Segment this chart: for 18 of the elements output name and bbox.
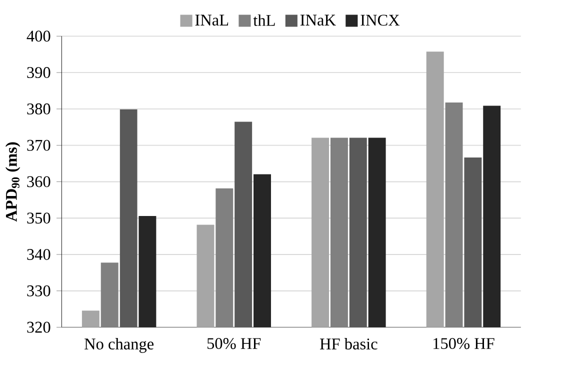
x-tick-label: 150% HF	[434, 338, 494, 350]
x-tick-label: 50% HF	[207, 338, 261, 350]
x-tick-label: HF basic	[320, 338, 378, 350]
x-tick-label: No change	[84, 338, 154, 353]
legend-label: INaK	[300, 14, 336, 26]
y-tick-label: 330	[27, 285, 50, 296]
y-tick-label: 400	[26, 30, 50, 42]
legend-label: INCX	[360, 14, 400, 26]
y-tick-label: 360	[27, 176, 50, 188]
y-tick-label: 380	[27, 103, 50, 114]
y-axis-title: APD$_{90}$ (ms)	[5, 142, 20, 222]
y-tick-label: 350	[27, 212, 50, 224]
y-tick-label: 390	[27, 67, 50, 78]
legend-label: INaL	[195, 14, 228, 26]
y-tick-label: 370	[27, 140, 50, 151]
y-tick-label: 340	[27, 248, 50, 260]
y-tick-label: 320	[27, 322, 50, 333]
legend-label: thL	[253, 14, 275, 26]
